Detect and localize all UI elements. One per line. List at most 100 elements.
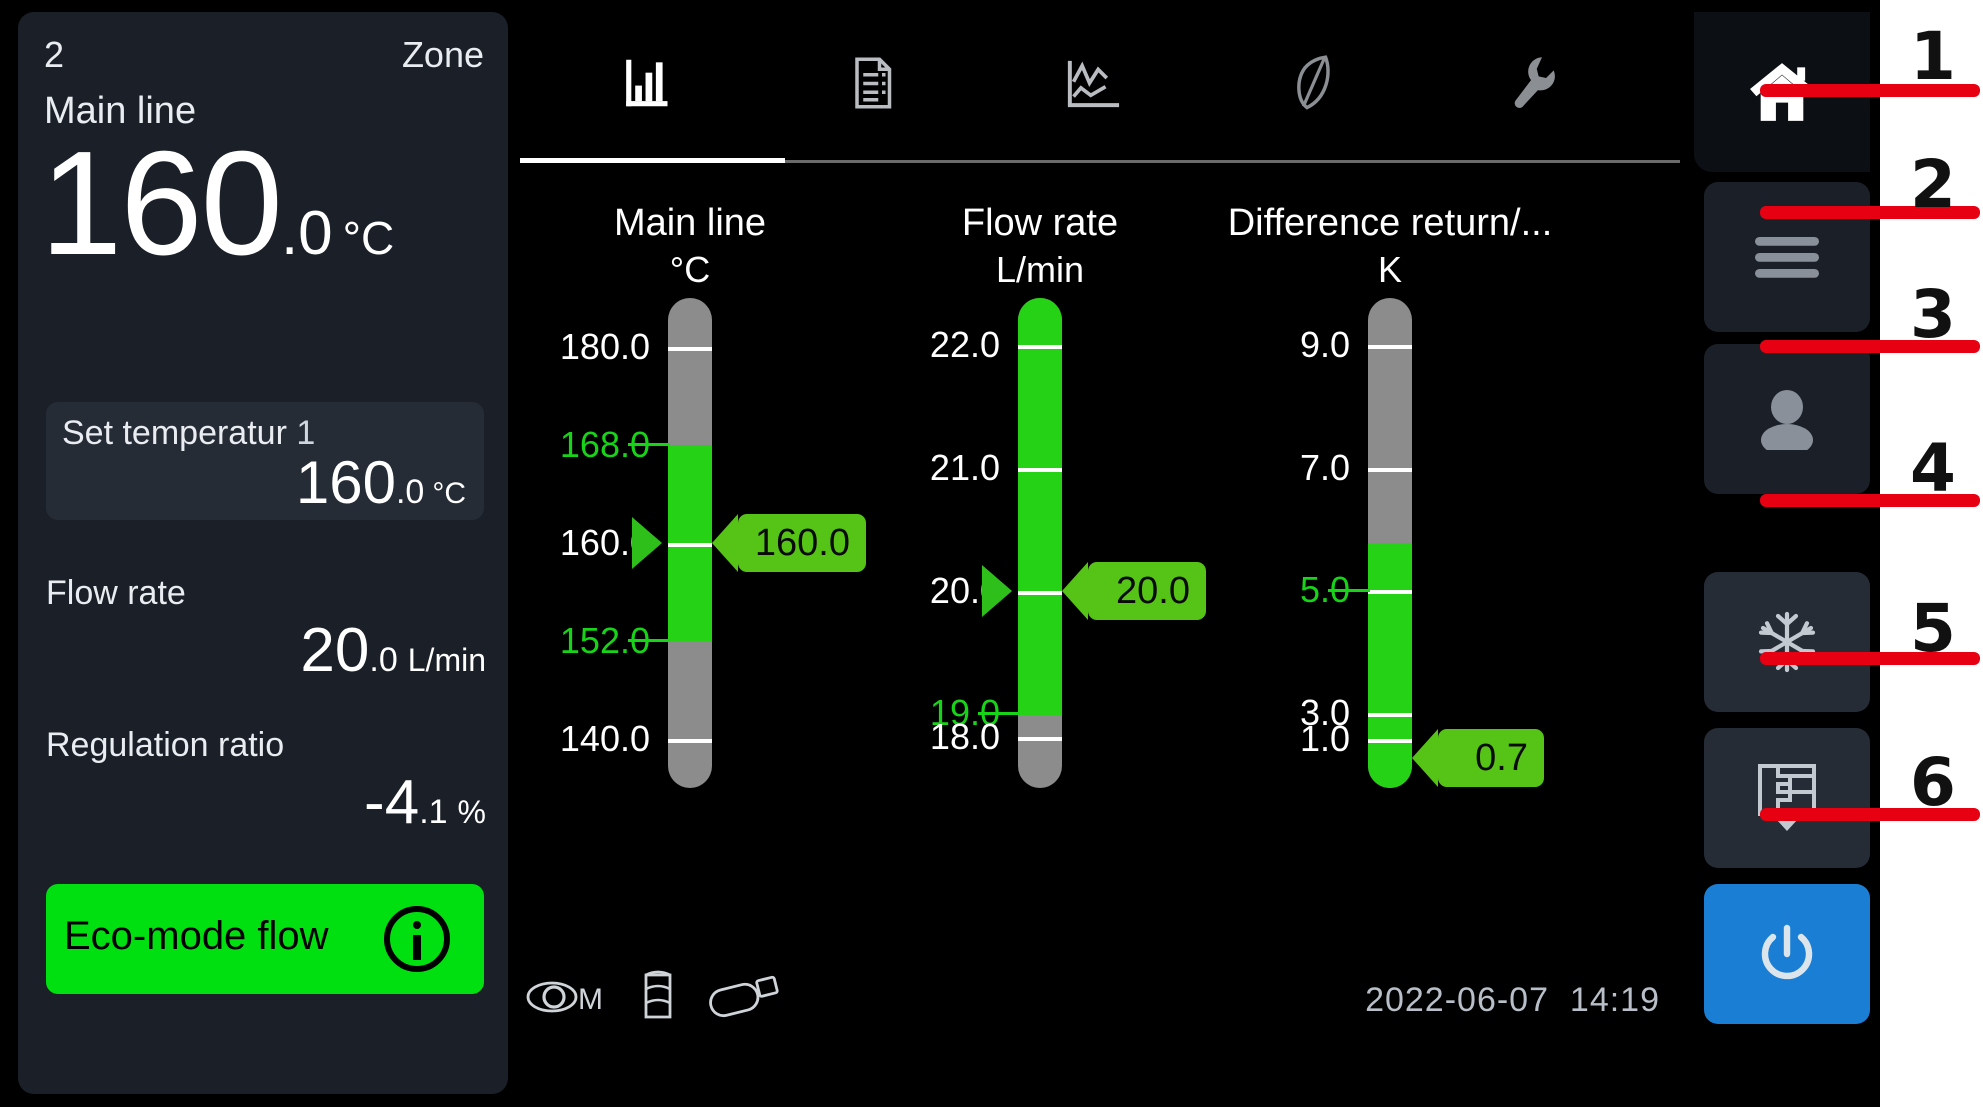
gauge-title: Main line [613,202,767,244]
tab-divider [520,160,1680,163]
trend-chart-icon [1067,60,1120,108]
gauge-limit-low-line [628,639,670,642]
usb-stick-icon[interactable] [706,973,786,1024]
gauge-scale-label-9: 9.0 [1299,324,1350,365]
sidebar-item-user[interactable] [1704,344,1870,494]
gauge-unit: L/min [995,249,1085,290]
gauge-unit: °C [669,249,711,290]
set-temperature-label: Set temperatur 1 [62,414,315,453]
gauge-scale-label-1: 1.0 [1299,718,1350,759]
eco-mode-flow-label: Eco-mode flow [64,914,329,958]
bar-chart-icon [626,59,668,107]
zone-number: 2 [44,34,65,75]
power-icon [1761,924,1813,980]
gauge-scale-label-18: 18.0 [929,716,1000,757]
tab-service[interactable] [1472,48,1592,118]
tab-eco[interactable] [1252,48,1372,118]
tab-protocol[interactable] [812,48,932,118]
eye-monitor-icon[interactable]: M [526,971,618,1026]
callout-number-3: 3 [1910,276,1956,353]
gauge-limit-high-line [628,443,670,446]
user-icon [1761,390,1813,450]
regulation-ratio-label: Regulation ratio [46,726,285,764]
callout-line-3 [1760,340,1980,353]
info-circle-icon[interactable] [384,906,450,972]
gauge-limit-high-label: 5.0 [1299,569,1350,610]
main-line-value: 160.0 °C [40,130,490,278]
gauge-flow-rate: Flow rate L/min 22.0 21.0 20.0 19.0 [870,202,1210,788]
gauge-scale-label-3: 3.0 [1299,692,1350,733]
gauge-limit-low-line [978,712,1020,715]
gauge-tick-140 [668,739,712,743]
gauge-unit: K [1377,249,1402,290]
document-list-icon [855,57,892,109]
flow-rate-label: Flow rate [46,574,186,612]
gauge-limit-high-line [1328,589,1370,592]
gauge-value-badge: 20.0 [1062,562,1206,620]
right-sidebar [1694,12,1880,1094]
status-date: 2022-06-07 [1365,981,1549,1019]
callout-number-4: 4 [1910,430,1956,507]
flow-rate-unit: L/min [407,642,486,678]
status-time: 14:19 [1569,981,1660,1019]
svg-text:M: M [578,983,603,1016]
set-temperature-card[interactable]: Set temperatur 1 160.0 °C [46,402,484,520]
set-temperature-value: 160.0 °C [296,448,466,517]
set-temperature-int: 160 [295,449,396,516]
gauge-scale-label-160: 160.0 [559,522,650,563]
gauge-bar-track [1368,298,1412,788]
eco-mode-flow-button[interactable]: Eco-mode flow [46,884,484,994]
regulation-ratio-metric: Regulation ratio -4.1% [46,726,486,838]
callout-line-2 [1760,206,1980,219]
tab-bar [520,12,1680,140]
gauge-bar-fill [1368,543,1412,788]
gauge-limit-low-label: 152.0 [559,620,650,661]
gauge-tick-1 [1368,739,1412,743]
callout-layer: 1 2 3 4 5 6 [1760,0,1983,1107]
gauge-scale-label-140: 140.0 [559,718,650,759]
device-screen: 2 Zone Main line 160.0 °C Set temperatur … [0,0,1900,1107]
mold-icon [1758,764,1816,831]
gauge-scale-label-22: 22.0 [929,324,1000,365]
gauge-tick-20 [1018,591,1062,595]
flow-rate-metric: Flow rate 20.0 L/min [46,574,486,686]
zone-label: Zone [401,34,484,75]
flow-rate-int: 20 [300,616,370,685]
cartridge-icon[interactable] [638,967,680,1028]
gauge-tick-22 [1018,345,1062,349]
flow-rate-value: 20.0 L/min [46,615,486,686]
regulation-ratio-int: -4 [364,768,420,837]
gauge-bar-track [1018,298,1062,788]
sidebar-item-power[interactable] [1704,884,1870,1024]
callout-number-5: 5 [1910,590,1956,667]
callout-line-1 [1760,84,1980,97]
sidebar-item-cooling[interactable] [1704,572,1870,712]
gauge-value-badge: 160.0 [712,514,866,572]
gauge-tick-180 [668,347,712,351]
tab-overview[interactable] [592,48,712,118]
gauge-main-line: Main line °C 180.0 168.0 160.0 152.0 [520,202,866,788]
main-line-label: Main line [44,90,197,132]
gauge-bar-fill [1018,298,1062,715]
tab-active-indicator [520,158,785,163]
zone-summary-panel: 2 Zone Main line 160.0 °C Set temperatur … [18,12,508,1094]
regulation-ratio-dec: .1 [419,793,448,831]
flow-rate-dec: .0 [369,641,398,679]
gauge-tick-5 [1368,590,1412,594]
set-temperature-label-text: Set temperatur [62,414,287,452]
wrench-icon [1514,57,1555,108]
callout-number-6: 6 [1910,744,1956,821]
gauge-title: Flow rate [961,202,1119,244]
gauge-value-badge: 0.7 [1412,729,1544,787]
callout-number-2: 2 [1910,146,1956,223]
leaf-icon [1297,55,1330,110]
gauge-tick-18 [1018,737,1062,741]
gauge-tick-160 [668,543,712,547]
gauge-difference-return: Difference return/... K 9.0 7.0 5.0 [1220,202,1560,788]
gauge-setpoint-pointer [632,517,662,569]
callout-line-5 [1760,652,1980,665]
regulation-ratio-value: -4.1% [46,767,486,838]
tab-trend[interactable] [1032,48,1152,118]
sidebar-item-menu[interactable] [1704,182,1870,332]
sidebar-item-mold[interactable] [1704,728,1870,868]
